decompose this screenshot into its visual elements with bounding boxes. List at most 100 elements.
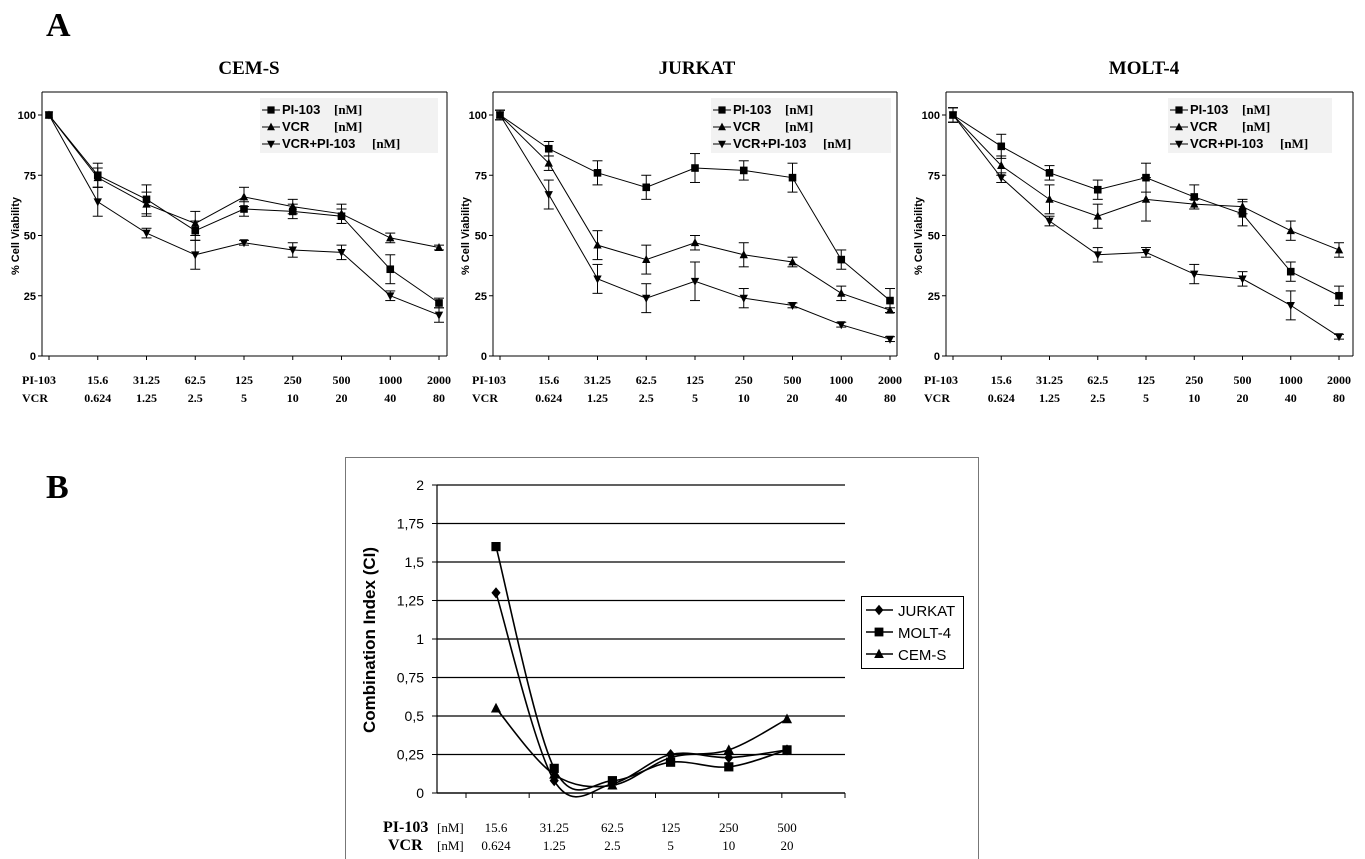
x-row-name-pi-103: PI-103 xyxy=(22,373,56,387)
legend-label-vcr-pi-103: VCR+PI-103 xyxy=(733,136,806,151)
data-point xyxy=(1334,245,1344,254)
x-tick-label: 5 xyxy=(692,391,698,405)
chart-title: MOLT-4 xyxy=(1109,58,1180,79)
x-tick-label: 15.6 xyxy=(485,820,508,835)
series-vcr-pi-103 xyxy=(495,109,895,344)
data-point xyxy=(544,144,553,153)
data-point xyxy=(1093,185,1102,194)
legend-marker xyxy=(718,106,726,114)
data-point xyxy=(337,209,346,218)
x-tick-label: 125 xyxy=(1137,373,1155,387)
y-axis-label: % Cell Viability xyxy=(10,196,22,275)
data-point xyxy=(885,335,895,344)
data-point xyxy=(739,166,748,175)
x-tick-label: 500 xyxy=(784,373,802,387)
y-tick-label: 1,5 xyxy=(405,554,425,570)
legend-marker xyxy=(874,604,884,616)
series-vcr xyxy=(44,110,444,251)
y-axis-label: Combination Index (CI) xyxy=(360,547,379,733)
x-tick-label: 250 xyxy=(1185,373,1203,387)
x-tick-label: 62.5 xyxy=(636,373,657,387)
data-point xyxy=(665,752,676,762)
data-point xyxy=(593,275,602,284)
data-point xyxy=(549,763,559,773)
data-point xyxy=(997,174,1006,183)
legend-label-vcr-pi-103: VCR+PI-103 xyxy=(282,136,355,151)
series-vcr-pi-103 xyxy=(948,107,1344,342)
x-tick-label: 0.624 xyxy=(988,391,1015,405)
x-row-name-pi-103: PI-103 xyxy=(383,819,428,836)
x-tick-label: 125 xyxy=(661,820,681,835)
data-point xyxy=(1045,217,1054,226)
data-point xyxy=(93,198,102,207)
x-tick-label: 80 xyxy=(1333,391,1345,405)
data-point xyxy=(593,169,602,177)
x-tick-label: 1000 xyxy=(829,373,853,387)
x-tick-label: 80 xyxy=(884,391,896,405)
data-point xyxy=(93,173,102,182)
data-point xyxy=(997,142,1006,151)
chart-title: CEM-S xyxy=(218,58,279,79)
data-point xyxy=(724,752,734,764)
data-point xyxy=(739,250,748,259)
data-point xyxy=(239,192,249,201)
panel-a-label: A xyxy=(46,7,71,44)
x-tick-label: 0.624 xyxy=(535,391,562,405)
data-point xyxy=(544,191,553,200)
data-point xyxy=(948,111,958,120)
x-tick-label: 31.25 xyxy=(584,373,611,387)
legend-marker xyxy=(267,106,275,114)
x-tick-label: 40 xyxy=(1285,391,1297,405)
x-tick-label: 1.25 xyxy=(136,391,157,405)
legend-unit: [nM] xyxy=(1242,102,1270,117)
legend-unit: [nM] xyxy=(1242,119,1270,134)
x-tick-label: 5 xyxy=(241,391,247,405)
data-point xyxy=(495,111,505,120)
legend-label-molt-4: MOLT-4 xyxy=(898,625,951,642)
legend-label-pi-103: PI-103 xyxy=(1190,102,1228,117)
legend-marker xyxy=(267,140,275,149)
x-tick-label: 80 xyxy=(433,391,445,405)
data-point xyxy=(1286,226,1295,235)
data-point xyxy=(885,305,895,314)
data-point xyxy=(997,161,1006,170)
legend-box xyxy=(1168,98,1332,153)
legend-unit: [nM] xyxy=(823,136,851,151)
y-tick-label: 50 xyxy=(24,231,36,243)
data-point xyxy=(1335,291,1343,300)
data-point xyxy=(491,542,501,552)
series-cem-s xyxy=(490,702,793,790)
data-point xyxy=(44,111,54,120)
x-tick-label: 31.25 xyxy=(540,820,569,835)
legend-marker xyxy=(267,122,275,131)
y-tick-label: 50 xyxy=(475,231,487,243)
data-point xyxy=(386,265,395,274)
data-point xyxy=(788,173,797,182)
x-tick-label: 250 xyxy=(719,820,739,835)
x-tick-label: 2.5 xyxy=(639,391,654,405)
chart-jurkat: JURKAT PI-103 [nM] VCR [nM] VCR+PI-103 [nM] 0 25… xyxy=(460,58,902,405)
data-point xyxy=(642,183,651,192)
data-point xyxy=(240,205,248,213)
x-tick-label: 15.6 xyxy=(538,373,559,387)
legend-label-pi-103: PI-103 xyxy=(282,102,320,117)
y-tick-label: 25 xyxy=(475,291,487,303)
series-vcr xyxy=(495,109,895,314)
x-row-name-vcr: VCR xyxy=(388,837,423,854)
data-point xyxy=(690,238,700,247)
x-tick-label: 250 xyxy=(284,373,302,387)
legend-unit: [nM] xyxy=(785,102,813,117)
data-point xyxy=(549,769,560,779)
data-point xyxy=(691,164,699,172)
data-point xyxy=(386,292,395,301)
x-tick-label: 1.25 xyxy=(587,391,608,405)
legend-unit: [nM] xyxy=(1280,136,1308,151)
x-tick-label: 0.624 xyxy=(481,838,511,853)
x-row-name-pi-103: PI-103 xyxy=(924,373,958,387)
x-tick-label: 20 xyxy=(781,838,794,853)
x-row-name-pi-103: PI-103 xyxy=(472,373,506,387)
y-tick-label: 75 xyxy=(928,170,940,182)
y-tick-label: 0 xyxy=(934,351,940,363)
x-tick-label: 500 xyxy=(777,820,797,835)
x-tick-label: 125 xyxy=(235,373,253,387)
